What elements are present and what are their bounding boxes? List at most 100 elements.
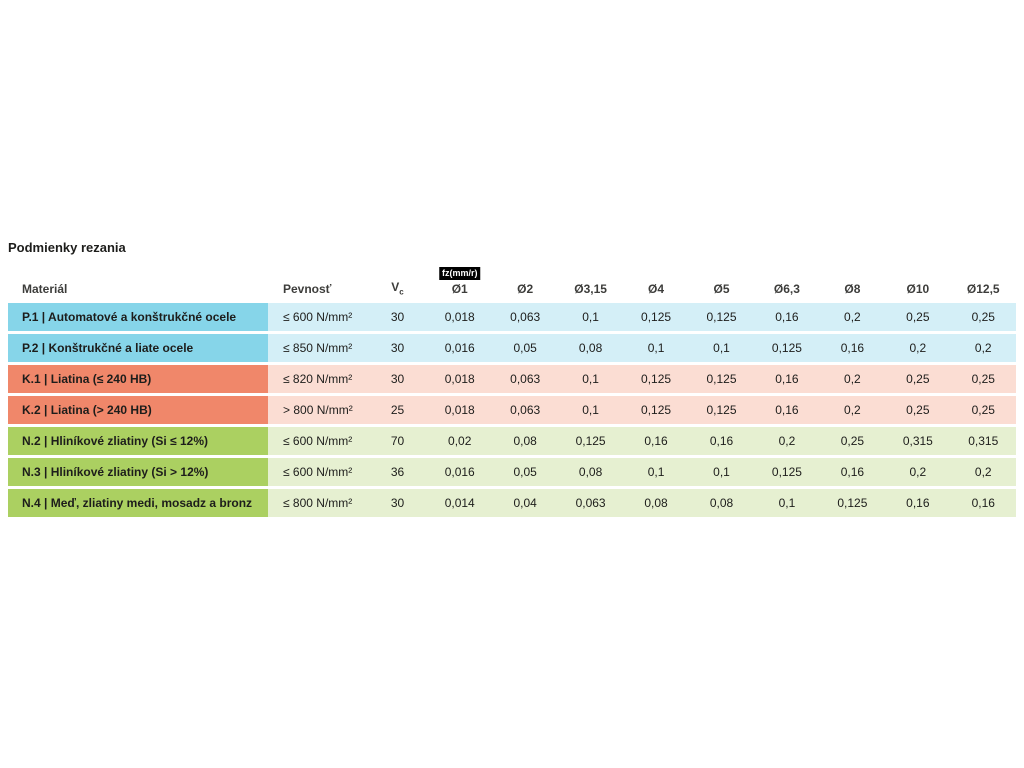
- header-diameter: Ø6,3: [754, 282, 819, 296]
- feed-value-cell: 0,08: [557, 458, 624, 486]
- feed-value-cell: 0,16: [754, 396, 820, 424]
- header-diameter: Ø10: [885, 282, 950, 296]
- feed-value-cell: 0,25: [950, 365, 1016, 393]
- header-diameter-label: Ø8: [844, 282, 861, 296]
- section-title: Podmienky rezania: [8, 240, 126, 255]
- feed-value-cell: 0,315: [885, 427, 951, 455]
- feed-value-cell: 0,08: [557, 334, 624, 362]
- feed-value-cell: 0,04: [492, 489, 558, 517]
- header-strength: Pevnosť: [283, 282, 332, 296]
- feed-value-cell: 0,16: [688, 427, 755, 455]
- header-vc-symbol: V: [391, 279, 400, 294]
- feed-value-cell: 0,063: [492, 365, 558, 393]
- vc-cell: 30: [368, 334, 427, 362]
- strength-cell: ≤ 600 N/mm²: [268, 427, 368, 455]
- feed-value-cell: 0,1: [557, 303, 624, 331]
- feed-value-cell: 0,125: [819, 489, 886, 517]
- feed-value-cell: 0,125: [688, 365, 755, 393]
- feed-value-cell: 0,16: [754, 303, 820, 331]
- header-diameter-label: Ø5: [713, 282, 730, 296]
- feed-value-cell: 0,25: [950, 396, 1016, 424]
- table-body: P.1 | Automatové a konštrukčné ocele ≤ 60…: [8, 303, 1016, 517]
- feed-value-cell: 0,16: [819, 458, 886, 486]
- feed-value-cell: 0,25: [885, 396, 951, 424]
- header-diameter-label: Ø10: [906, 282, 930, 296]
- feed-value-cell: 0,05: [492, 458, 558, 486]
- feed-value-cell: 0,2: [885, 334, 951, 362]
- feed-value-cell: 0,125: [557, 427, 624, 455]
- feed-value-cell: 0,2: [950, 458, 1016, 486]
- header-diameter: fz(mm/r) Ø1: [427, 267, 492, 296]
- feed-value-cell: 0,16: [819, 334, 886, 362]
- feed-value-cell: 0,063: [492, 303, 558, 331]
- cutting-conditions-table: Materiál Pevnosť Vc fz(mm/r) Ø1 Ø2 Ø3,15 Ø4 Ø…: [8, 267, 1016, 517]
- material-cell: N.2 | Hliníkové zliatiny (Si ≤ 12%): [8, 427, 268, 455]
- strength-cell: ≤ 600 N/mm²: [268, 458, 368, 486]
- feed-value-cell: 0,08: [688, 489, 755, 517]
- vc-cell: 25: [368, 396, 427, 424]
- table-row: P.1 | Automatové a konštrukčné ocele ≤ 60…: [8, 303, 1016, 331]
- feed-value-cell: 0,08: [492, 427, 558, 455]
- feed-value-cell: 0,125: [688, 303, 755, 331]
- strength-cell: ≤ 800 N/mm²: [268, 489, 368, 517]
- feed-value-cell: 0,16: [885, 489, 951, 517]
- header-diameter: Ø5: [689, 282, 754, 296]
- material-cell: P.2 | Konštrukčné a liate ocele: [8, 334, 268, 362]
- feed-value-cell: 0,2: [885, 458, 951, 486]
- strength-cell: ≤ 850 N/mm²: [268, 334, 368, 362]
- vc-cell: 30: [368, 303, 427, 331]
- feed-value-cell: 0,2: [819, 303, 886, 331]
- feed-value-cell: 0,125: [754, 458, 820, 486]
- header-vc-subscript: c: [399, 287, 404, 296]
- header-diameter-label: Ø12,5: [966, 282, 1000, 296]
- feed-value-cell: 0,125: [623, 303, 689, 331]
- feed-value-cell: 0,063: [557, 489, 624, 517]
- feed-value-cell: 0,25: [819, 427, 886, 455]
- feed-value-cell: 0,1: [688, 334, 755, 362]
- feed-value-cell: 0,125: [623, 396, 689, 424]
- feed-value-cell: 0,2: [819, 365, 886, 393]
- material-cell: K.1 | Liatina (≤ 240 HB): [8, 365, 268, 393]
- feed-value-cell: 0,125: [688, 396, 755, 424]
- header-diameter-label: Ø6,3: [773, 282, 800, 296]
- header-diameter-label: Ø3,15: [574, 282, 607, 296]
- feed-value-cell: 0,1: [688, 458, 755, 486]
- feed-value-cell: 0,063: [492, 396, 558, 424]
- table-row: P.2 | Konštrukčné a liate ocele ≤ 850 N/m…: [8, 334, 1016, 362]
- feed-value-cell: 0,1: [557, 396, 624, 424]
- feed-value-cell: 0,2: [950, 334, 1016, 362]
- feed-value-cell: 0,05: [492, 334, 558, 362]
- feed-value-cell: 0,018: [427, 303, 493, 331]
- feed-value-cell: 0,016: [427, 334, 493, 362]
- feed-value-cell: 0,16: [623, 427, 689, 455]
- feed-value-cell: 0,1: [623, 334, 689, 362]
- vc-cell: 36: [368, 458, 427, 486]
- strength-cell: ≤ 600 N/mm²: [268, 303, 368, 331]
- feed-value-cell: 0,25: [885, 365, 951, 393]
- feed-value-cell: 0,16: [754, 365, 820, 393]
- feed-unit-badge: fz(mm/r): [438, 267, 481, 280]
- vc-cell: 70: [368, 427, 427, 455]
- vc-cell: 30: [368, 365, 427, 393]
- feed-value-cell: 0,315: [950, 427, 1016, 455]
- feed-value-cell: 0,1: [754, 489, 820, 517]
- feed-value-cell: 0,016: [427, 458, 493, 486]
- feed-value-cell: 0,02: [427, 427, 493, 455]
- table-row: N.2 | Hliníkové zliatiny (Si ≤ 12%) ≤ 600…: [8, 427, 1016, 455]
- feed-value-cell: 0,2: [754, 427, 820, 455]
- header-diameter: Ø8: [820, 282, 885, 296]
- material-cell: N.3 | Hliníkové zliatiny (Si > 12%): [8, 458, 268, 486]
- table-row: N.3 | Hliníkové zliatiny (Si > 12%) ≤ 600…: [8, 458, 1016, 486]
- feed-value-cell: 0,1: [557, 365, 624, 393]
- strength-cell: ≤ 820 N/mm²: [268, 365, 368, 393]
- feed-value-cell: 0,018: [427, 365, 493, 393]
- feed-value-cell: 0,018: [427, 396, 493, 424]
- feed-value-cell: 0,014: [427, 489, 493, 517]
- material-cell: K.2 | Liatina (> 240 HB): [8, 396, 268, 424]
- header-diameter-label: Ø1: [451, 282, 468, 296]
- feed-value-cell: 0,08: [623, 489, 689, 517]
- header-diameter-label: Ø2: [517, 282, 534, 296]
- header-diameter: Ø4: [623, 282, 688, 296]
- table-row: K.2 | Liatina (> 240 HB) > 800 N/mm² 25 0,0…: [8, 396, 1016, 424]
- header-diameter-label: Ø4: [648, 282, 665, 296]
